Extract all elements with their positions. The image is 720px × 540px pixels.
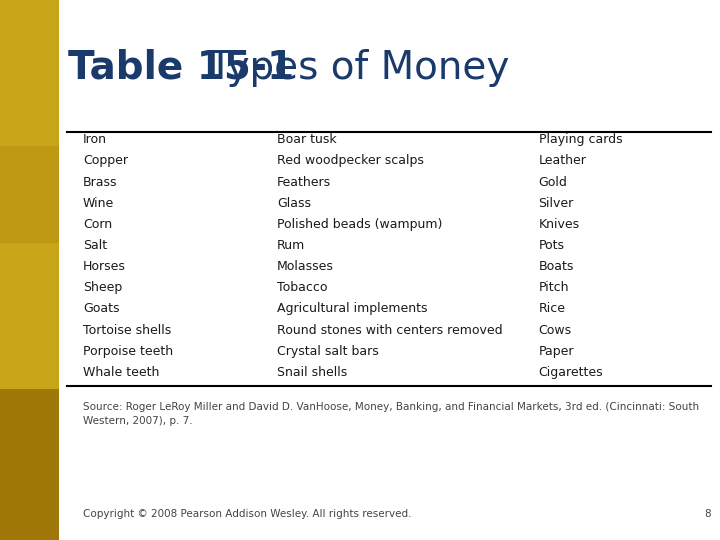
Text: 8: 8 xyxy=(705,509,711,519)
Text: Crystal salt bars: Crystal salt bars xyxy=(277,345,379,357)
Text: Rum: Rum xyxy=(277,239,305,252)
Text: Porpoise teeth: Porpoise teeth xyxy=(83,345,173,357)
Text: Playing cards: Playing cards xyxy=(539,133,622,146)
FancyBboxPatch shape xyxy=(0,389,59,540)
Text: Whale teeth: Whale teeth xyxy=(83,366,159,379)
Text: Copper: Copper xyxy=(83,154,128,167)
Text: Gold: Gold xyxy=(539,176,567,188)
Text: Paper: Paper xyxy=(539,345,574,357)
Text: Molasses: Molasses xyxy=(277,260,334,273)
Text: Tortoise shells: Tortoise shells xyxy=(83,323,171,336)
Text: Leather: Leather xyxy=(539,154,586,167)
Text: Knives: Knives xyxy=(539,218,580,231)
FancyBboxPatch shape xyxy=(0,0,59,389)
Text: Horses: Horses xyxy=(83,260,126,273)
Text: Copyright © 2008 Pearson Addison Wesley. All rights reserved.: Copyright © 2008 Pearson Addison Wesley.… xyxy=(83,509,411,519)
FancyBboxPatch shape xyxy=(0,146,59,243)
Text: Feathers: Feathers xyxy=(277,176,331,188)
Text: Round stones with centers removed: Round stones with centers removed xyxy=(277,323,503,336)
Text: Pots: Pots xyxy=(539,239,564,252)
Text: Cows: Cows xyxy=(539,323,572,336)
Text: Source: Roger LeRoy Miller and David D. VanHoose, Money, Banking, and Financial : Source: Roger LeRoy Miller and David D. … xyxy=(83,402,699,426)
Text: Pitch: Pitch xyxy=(539,281,569,294)
Text: Cigarettes: Cigarettes xyxy=(539,366,603,379)
Text: Boar tusk: Boar tusk xyxy=(277,133,337,146)
Text: Wine: Wine xyxy=(83,197,114,210)
Text: Corn: Corn xyxy=(83,218,112,231)
Text: Agricultural implements: Agricultural implements xyxy=(277,302,428,315)
Text: Glass: Glass xyxy=(277,197,311,210)
Text: Silver: Silver xyxy=(539,197,574,210)
Text: Tobacco: Tobacco xyxy=(277,281,328,294)
Text: Goats: Goats xyxy=(83,302,120,315)
Text: Rice: Rice xyxy=(539,302,566,315)
Text: Polished beads (wampum): Polished beads (wampum) xyxy=(277,218,443,231)
Text: Brass: Brass xyxy=(83,176,117,188)
Text: Snail shells: Snail shells xyxy=(277,366,348,379)
Text: Sheep: Sheep xyxy=(83,281,122,294)
Text: Salt: Salt xyxy=(83,239,107,252)
Text: Table 15-1: Table 15-1 xyxy=(68,49,294,86)
Text: Red woodpecker scalps: Red woodpecker scalps xyxy=(277,154,424,167)
Text: Boats: Boats xyxy=(539,260,574,273)
Text: Types of Money: Types of Money xyxy=(184,49,509,86)
Text: Iron: Iron xyxy=(83,133,107,146)
